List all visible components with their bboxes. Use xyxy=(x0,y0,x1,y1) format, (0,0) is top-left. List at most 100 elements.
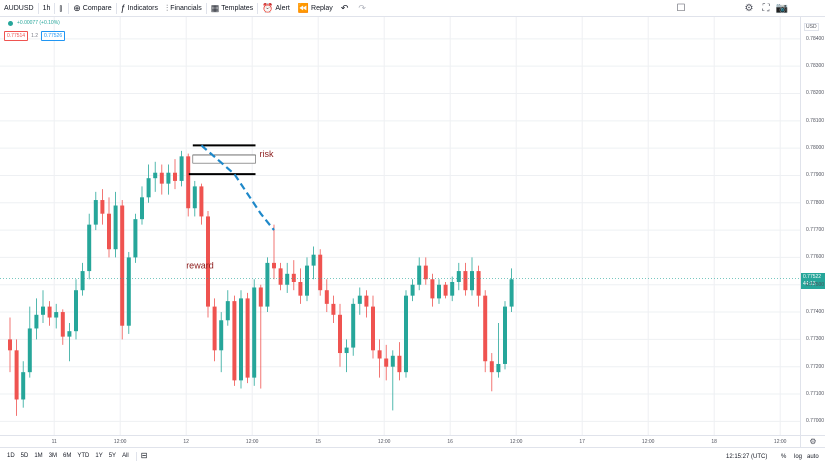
financials-button[interactable]: ⫶ Financials xyxy=(162,0,206,17)
spread-value: 1.2 xyxy=(31,33,39,39)
goto-date-icon[interactable]: ⊟ xyxy=(140,451,148,460)
top-toolbar: AUDUSD 1h ⫾ ⊕ Compare ƒ Indicators ⫶ Financ… xyxy=(0,0,825,17)
candle xyxy=(239,290,243,389)
redo-button[interactable]: ↷ xyxy=(354,0,372,17)
clock[interactable]: 12:15:27 (UTC) xyxy=(726,448,767,464)
price-scale[interactable]: USD 0.77522 44:13 0.78400 0.78300 0.78200 0… xyxy=(800,17,825,435)
candle-body xyxy=(318,254,323,291)
candle-body xyxy=(8,339,12,351)
time-tick-label: 12:00 xyxy=(377,439,391,445)
compare-button[interactable]: ⊕ Compare xyxy=(69,0,115,17)
undo-button[interactable]: ↶ xyxy=(337,0,355,17)
candle xyxy=(470,257,474,296)
candle-body xyxy=(140,197,144,220)
range-button-1y[interactable]: 1Y xyxy=(95,453,103,459)
auto-label: auto xyxy=(807,453,819,460)
candle-body xyxy=(47,306,52,318)
scale-settings-button[interactable]: ⚙ xyxy=(800,435,825,447)
candle-body xyxy=(272,262,276,269)
financials-label: Financials xyxy=(170,4,202,12)
percent-toggle[interactable]: % xyxy=(781,448,786,464)
candle-body xyxy=(489,361,494,373)
fullscreen-button[interactable]: ⛶ xyxy=(759,0,773,17)
range-button-5y[interactable]: 5Y xyxy=(108,453,117,459)
symbol-search-button[interactable]: AUDUSD xyxy=(0,0,38,17)
price-tick-label: 0.77900 xyxy=(806,172,825,179)
candle-body xyxy=(437,284,441,299)
candle-series xyxy=(8,150,514,416)
candle xyxy=(298,268,303,304)
candle-body xyxy=(311,254,316,266)
candle xyxy=(318,249,323,296)
toolbar-divider xyxy=(54,2,56,14)
symbol-label: AUDUSD xyxy=(4,4,34,12)
templates-button[interactable]: ▦ Templates xyxy=(207,0,257,17)
candle-body xyxy=(397,355,402,373)
candle xyxy=(272,224,276,280)
candle xyxy=(8,317,12,373)
sell-button[interactable]: 0.77514 xyxy=(4,31,29,41)
candle xyxy=(225,290,230,326)
auto-toggle[interactable]: auto xyxy=(807,448,819,464)
market-open-dot xyxy=(8,20,13,26)
candle xyxy=(159,164,164,195)
candle xyxy=(384,344,389,381)
range-button-all[interactable]: All xyxy=(122,453,129,459)
price-tick-label: 0.77400 xyxy=(806,309,825,316)
candle xyxy=(140,186,144,225)
range-button-ytd[interactable]: YTD xyxy=(77,453,90,459)
range-button-6m[interactable]: 6M xyxy=(63,453,72,459)
settings-button[interactable]: ⚙ xyxy=(742,0,756,17)
candle-body xyxy=(509,279,514,307)
time-scale[interactable]: 11 12:00 12 12:00 15 12:00 16 12:00 17 12:00 18 12:… xyxy=(0,435,800,447)
candle-body xyxy=(93,200,98,225)
price-chart[interactable]: risk reward xyxy=(0,17,800,435)
candle-body xyxy=(291,273,296,283)
reward-annotation[interactable]: reward xyxy=(186,260,214,270)
range-button-1d[interactable]: 1D xyxy=(7,453,15,459)
replay-button[interactable]: ⏪ Replay xyxy=(294,0,337,17)
current-price-value: 0.77522 xyxy=(803,273,822,280)
candle xyxy=(120,200,125,340)
candle xyxy=(278,262,283,291)
candle-body xyxy=(496,363,501,373)
legend-price-row: 0.77514 1.2 0.77526 xyxy=(4,31,66,41)
indicators-button[interactable]: ƒ Indicators xyxy=(117,0,162,17)
interval-button[interactable]: 1h xyxy=(39,0,55,17)
candle-body xyxy=(34,314,39,329)
time-tick-label: 11 xyxy=(51,439,57,445)
snapshot-button[interactable]: 📷 xyxy=(775,0,789,17)
bottom-toolbar: 1D 5D 1M 3M 6M YTD 1Y 5Y All ⊟ 12:15:27 (UTC) % … xyxy=(0,447,825,464)
risk-annotation[interactable]: risk xyxy=(260,149,274,159)
candle-body xyxy=(258,287,263,307)
chart-style-button[interactable]: ⫾ xyxy=(55,0,68,17)
price-tick-label: 0.77000 xyxy=(806,418,825,425)
candle-body xyxy=(338,314,342,354)
candle xyxy=(404,290,408,378)
candle xyxy=(463,262,468,296)
log-toggle[interactable]: log xyxy=(794,448,802,464)
price-tick-label: 0.78000 xyxy=(806,145,825,152)
range-button-1m[interactable]: 1M xyxy=(34,453,43,459)
candle-body xyxy=(87,224,92,272)
time-tick-label: 17 xyxy=(579,439,585,445)
candle xyxy=(100,189,105,225)
clock-label: 12:15:27 (UTC) xyxy=(726,453,768,460)
range-button-5d[interactable]: 5D xyxy=(20,453,29,459)
buy-button[interactable]: 0.77526 xyxy=(41,31,66,41)
candle-body xyxy=(21,372,26,400)
alert-button[interactable]: ⏰ Alert xyxy=(258,0,294,17)
fullscreen-layout-button[interactable]: ☐ xyxy=(674,0,688,17)
legend-change: +0.00077 (+0.10%) xyxy=(17,20,60,26)
candle xyxy=(153,161,158,192)
candle-body xyxy=(324,290,329,304)
price-tick-label: 0.78200 xyxy=(806,90,825,97)
candle-body xyxy=(74,290,78,332)
candle-body xyxy=(232,301,237,381)
price-tick-label: 0.77200 xyxy=(806,363,825,370)
candle xyxy=(60,309,65,345)
toolbar-divider xyxy=(257,2,259,14)
expand-icon: ⛶ xyxy=(762,3,770,14)
range-button-3m[interactable]: 3M xyxy=(48,453,58,459)
candle-body xyxy=(384,358,389,367)
